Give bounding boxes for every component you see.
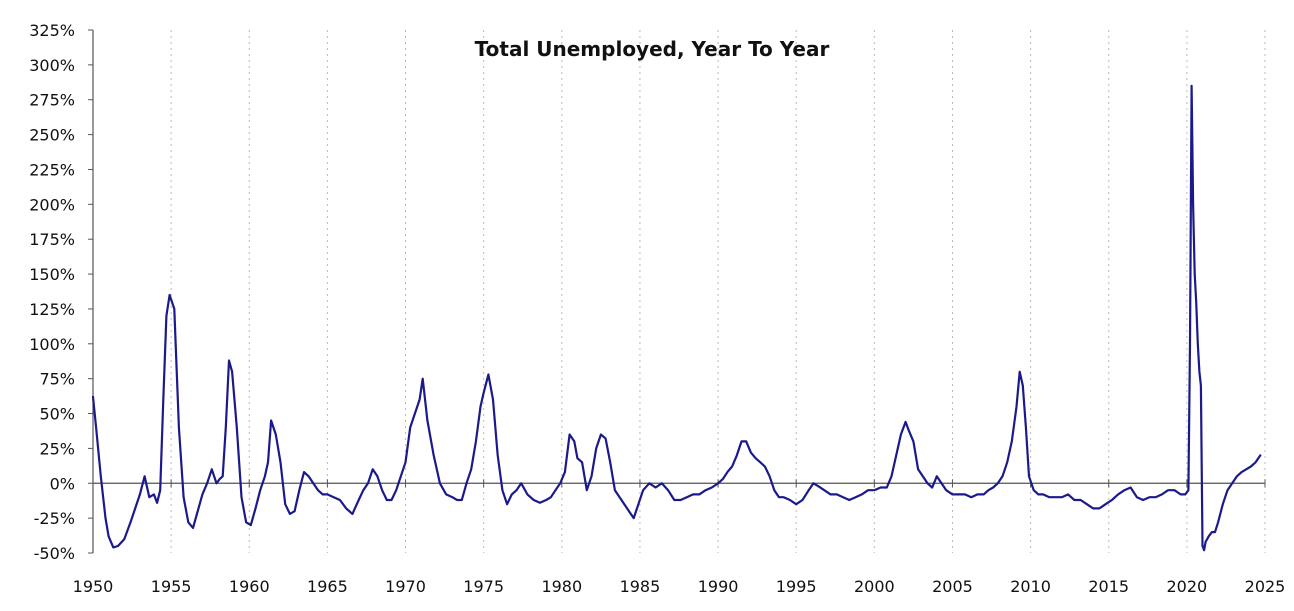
- x-tick-label: 1995: [776, 577, 817, 596]
- x-tick-label: 1960: [229, 577, 270, 596]
- y-tick-label: 75%: [39, 370, 75, 389]
- x-tick-label: 1990: [698, 577, 739, 596]
- x-tick-label: 2025: [1245, 577, 1286, 596]
- x-tick-label: 2010: [1010, 577, 1051, 596]
- y-tick-label: 100%: [29, 335, 75, 354]
- axes-layer: [88, 29, 1266, 554]
- x-tick-label: 1975: [463, 577, 504, 596]
- x-tick-label: 1950: [73, 577, 114, 596]
- y-tick-label: 275%: [29, 91, 75, 110]
- y-tick-label: 250%: [29, 126, 75, 145]
- x-tick-label: 1980: [541, 577, 582, 596]
- tick-labels-layer: -50% -25% 0% 25% 50% 75% 100% 125% 150% 175% 200% 2…: [29, 21, 1285, 596]
- y-tick-label: 0%: [50, 474, 75, 493]
- x-tick-label: 2005: [932, 577, 973, 596]
- x-tick-label: 1955: [151, 577, 192, 596]
- x-tick-label: 2000: [854, 577, 895, 596]
- chart-title: Total Unemployed, Year To Year: [475, 37, 830, 61]
- y-tick-label: 125%: [29, 300, 75, 319]
- y-tick-label: 50%: [39, 405, 75, 424]
- y-tick-label: 25%: [39, 439, 75, 458]
- x-tick-label: 1985: [620, 577, 661, 596]
- series-line-0: [91, 84, 1262, 552]
- y-tick-label: -50%: [34, 544, 75, 563]
- x-tick-label: 1970: [385, 577, 426, 596]
- y-tick-label: -25%: [34, 509, 75, 528]
- grid-layer: [170, 30, 1266, 553]
- x-tick-label: 2015: [1088, 577, 1129, 596]
- x-tick-label: 2020: [1167, 577, 1208, 596]
- y-tick-label: 225%: [29, 160, 75, 179]
- y-tick-label: 150%: [29, 265, 75, 284]
- y-tick-label: 325%: [29, 21, 75, 40]
- y-tick-label: 175%: [29, 230, 75, 249]
- series-layer: [91, 84, 1262, 552]
- y-tick-label: 300%: [29, 56, 75, 75]
- x-tick-label: 1965: [307, 577, 348, 596]
- y-tick-label: 200%: [29, 195, 75, 214]
